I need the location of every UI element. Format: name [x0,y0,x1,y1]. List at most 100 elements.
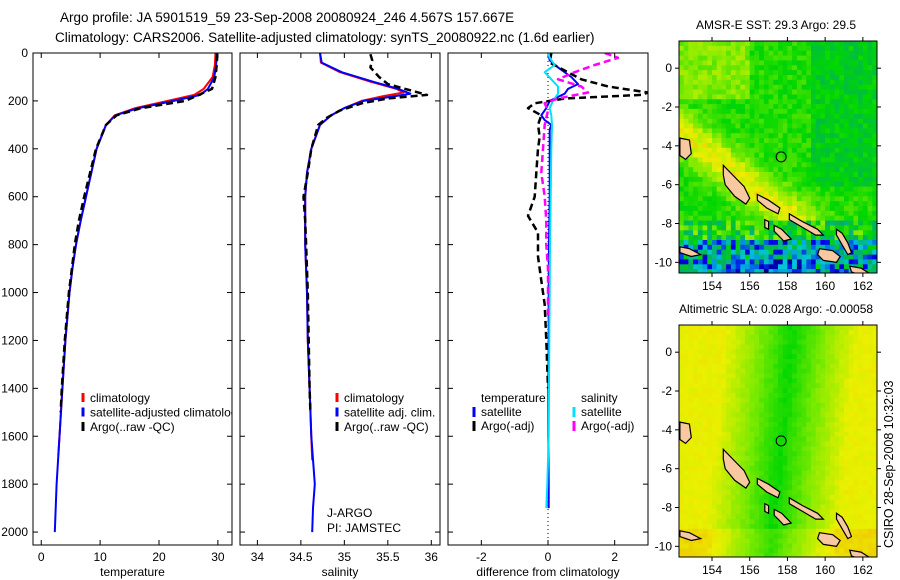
map-cell [796,509,803,515]
map-cell [754,422,760,428]
argo-float-location-marker [775,435,787,447]
map-cell [726,553,732,557]
map-cell [778,128,784,134]
map-cell [726,138,732,144]
map-cell [679,480,685,486]
map-cell [811,543,817,549]
map-cell [839,383,845,389]
map-cell [787,41,793,47]
map-cell [782,142,788,149]
map-cell [862,354,869,360]
map-cell [839,70,845,76]
map-cell [773,465,779,472]
map-cell [745,215,751,222]
map-cell [858,494,864,501]
map-cell [730,553,737,557]
map-cell [872,181,877,188]
map-cell [688,79,694,86]
map-cell [726,334,732,341]
map-cell [806,259,812,265]
map-cell [740,354,746,360]
map-cell [811,254,817,261]
map-cell [768,363,774,370]
map-cell [782,133,788,139]
map-cell [712,480,718,486]
map-cell [712,235,718,241]
map-cell [787,84,793,91]
map-cell [844,264,850,270]
map-cell [735,524,741,530]
map-cell [787,50,793,57]
map-cell [745,494,751,501]
map-cell [815,269,821,273]
map-cell [825,264,831,270]
map-cell [702,147,708,154]
map-cell [834,152,840,159]
legend-label: climatology [344,391,404,405]
map-cell [858,325,864,331]
map-cell [773,41,779,47]
map-cell [707,60,713,66]
map-cell [730,206,737,212]
map-cell [839,118,845,125]
map-cell [679,378,685,384]
map-cell [778,240,784,246]
map-cell [858,225,864,231]
map-cell [726,65,732,71]
map-cell [796,235,803,241]
map-cell [707,349,713,355]
map-cell [862,412,869,418]
map-cell [867,108,873,115]
map-cell [735,499,741,506]
map-cell [730,363,737,370]
map-cell [712,70,718,76]
map-cell [862,392,869,399]
map-cell [707,113,713,120]
map-cell [858,504,864,511]
map-cell [839,329,845,336]
map-cell [844,41,850,47]
map-cell [801,128,807,134]
map-cell [848,201,854,207]
map-cell [730,359,737,365]
map-cell [801,533,807,540]
map-cell [749,441,755,447]
map-cell [834,113,840,120]
map-cell [872,465,877,472]
map-cell [702,465,708,472]
map-cell [679,89,685,95]
map-cell [829,269,836,273]
map-cell [844,45,850,52]
map-cell [726,210,732,217]
map-cell [872,373,877,379]
map-cell [834,504,840,511]
map-cell [796,215,803,222]
map-cell [693,215,699,222]
map-cell [707,244,713,251]
map-cell [759,325,765,331]
map-cell [792,123,798,129]
map-cell [872,431,877,438]
map-cell [829,162,836,168]
map-cell [688,210,694,217]
map-cell [712,402,718,409]
map-cell [820,138,826,144]
map-cell [829,152,836,159]
map-cell [853,329,859,336]
map-cell [697,244,704,251]
map-cell [820,264,826,270]
map-cell [820,417,826,423]
map-cell [815,543,821,549]
map-cell [679,344,685,350]
map-cell [707,249,713,256]
map-cell [848,412,854,418]
map-cell [716,441,722,447]
map-cell [815,402,821,409]
map-cell [712,465,718,472]
island-land [756,193,781,215]
map-cell [688,509,694,515]
map-cell [693,363,699,370]
map-cell [726,118,732,125]
map-cell [834,359,840,365]
map-cell [839,60,845,66]
